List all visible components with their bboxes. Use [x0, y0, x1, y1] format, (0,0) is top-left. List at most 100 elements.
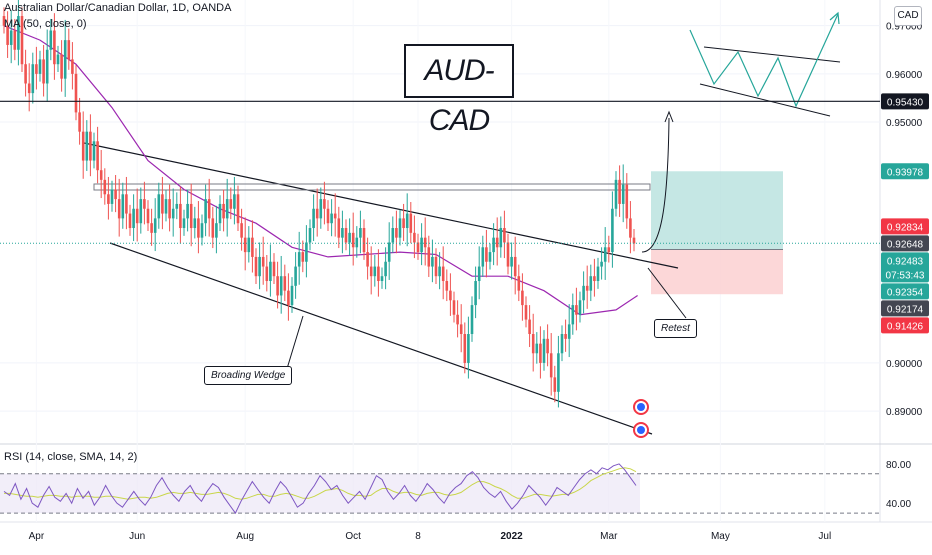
rsi-tick-label: 40.00 [886, 499, 911, 510]
wedge-upper-trendline [83, 142, 679, 269]
candle-body [211, 218, 215, 238]
candle-body [107, 194, 110, 204]
rsi-legend[interactable]: RSI (14, close, SMA, 14, 2) [4, 451, 138, 463]
retest-callout[interactable]: Retest [654, 319, 697, 338]
price-label-text: 0.93978 [887, 167, 924, 178]
candle-body [621, 184, 625, 204]
price-tick-label: 0.89000 [886, 407, 923, 418]
symbol-legend[interactable]: Australian Dollar/Canadian Dollar, 1D, O… [4, 2, 232, 14]
candle-body [546, 338, 549, 354]
candle-body [348, 232, 351, 243]
ma-line-group [3, 25, 638, 316]
candle-body [517, 276, 521, 291]
candle-body [323, 199, 326, 209]
candle-body [247, 237, 251, 253]
candle-body [420, 237, 423, 253]
candle-body [413, 232, 416, 243]
candle-body [38, 59, 42, 74]
rsi-tick-label: 80.00 [886, 460, 911, 471]
candle-body [474, 281, 477, 306]
candle-body [359, 228, 362, 238]
candle-body [243, 237, 247, 253]
candle-body [17, 16, 20, 50]
horizontal-levels[interactable] [0, 100, 880, 244]
time-axis[interactable]: Apr Jun Aug Oct 8 2022 Mar May Jul [29, 531, 832, 542]
candle-body [427, 247, 431, 267]
candle-body [463, 334, 467, 363]
candle-body [276, 276, 279, 296]
candle-body [503, 228, 506, 243]
trendline-drawings[interactable] [83, 11, 841, 435]
candle-body [434, 256, 438, 277]
candle-body [607, 247, 611, 253]
candle-body [564, 334, 567, 339]
wedge-callout[interactable]: Broading Wedge [204, 366, 293, 385]
candle-body [567, 324, 571, 339]
candle-body [182, 218, 186, 229]
candle-body [229, 199, 233, 209]
candle-body [71, 59, 74, 74]
countdown-text: 07:53:43 [886, 270, 925, 281]
candle-body [438, 266, 441, 277]
wedge-lower-trendline [109, 242, 653, 435]
candle-body [258, 256, 261, 277]
candle-body [175, 203, 179, 209]
candle-body [63, 40, 67, 79]
candle-body [186, 203, 189, 219]
rsi-line [3, 463, 637, 515]
wedge-pointer [285, 315, 304, 373]
candle-body [614, 179, 618, 209]
chart-title-annotation[interactable]: AUD-CAD [404, 44, 514, 137]
stop-zone [651, 249, 783, 295]
candle-body [297, 252, 301, 267]
candle-body [481, 247, 485, 267]
candle-body [171, 208, 175, 219]
candle-body [143, 199, 146, 209]
currency-label[interactable]: CAD [894, 6, 922, 26]
candle-body [355, 237, 359, 248]
candle-body [485, 247, 488, 262]
candle-body [179, 203, 182, 229]
candle-body [56, 54, 60, 65]
time-tick-label: Mar [600, 531, 618, 542]
candle-body [128, 213, 132, 229]
time-tick-label: Aug [236, 531, 254, 542]
candle-body [290, 285, 294, 306]
candle-body [398, 218, 402, 238]
event-icons[interactable] [633, 399, 649, 438]
candle-body [506, 242, 510, 267]
candle-body [110, 189, 114, 204]
candle-body [157, 194, 161, 219]
candle-body [60, 54, 63, 79]
position-zones [651, 171, 783, 295]
candle-body [168, 199, 171, 219]
time-tick-label: May [711, 531, 730, 542]
candle-body [405, 213, 409, 229]
ma-legend[interactable]: MA (50, close, 0) [4, 18, 87, 30]
candle-body [215, 223, 218, 238]
candle-body [312, 208, 315, 229]
candle-body [240, 223, 243, 238]
candle-body [315, 208, 319, 219]
candle-body [197, 218, 200, 238]
candle-body [27, 83, 31, 94]
candle-body [233, 194, 236, 209]
candle-body [337, 218, 341, 238]
event-badge-core-icon [637, 426, 645, 434]
candle-body [132, 208, 135, 229]
price-axis[interactable]: 0.97000 0.96000 0.95000 0.90000 0.89000 0.954… [881, 22, 929, 511]
candle-body [632, 237, 636, 244]
candle-body [423, 237, 427, 248]
projection-curve [641, 117, 670, 253]
candle-body [380, 276, 384, 282]
price-label-tag [881, 93, 929, 110]
candle-body [153, 218, 157, 233]
candle-body [89, 131, 92, 161]
candle-body [571, 305, 575, 325]
candle-body [467, 334, 470, 363]
rsi-sma-line [4, 467, 637, 500]
price-label-tag [881, 235, 929, 252]
candle-body [207, 199, 211, 219]
candle-body [13, 30, 17, 50]
